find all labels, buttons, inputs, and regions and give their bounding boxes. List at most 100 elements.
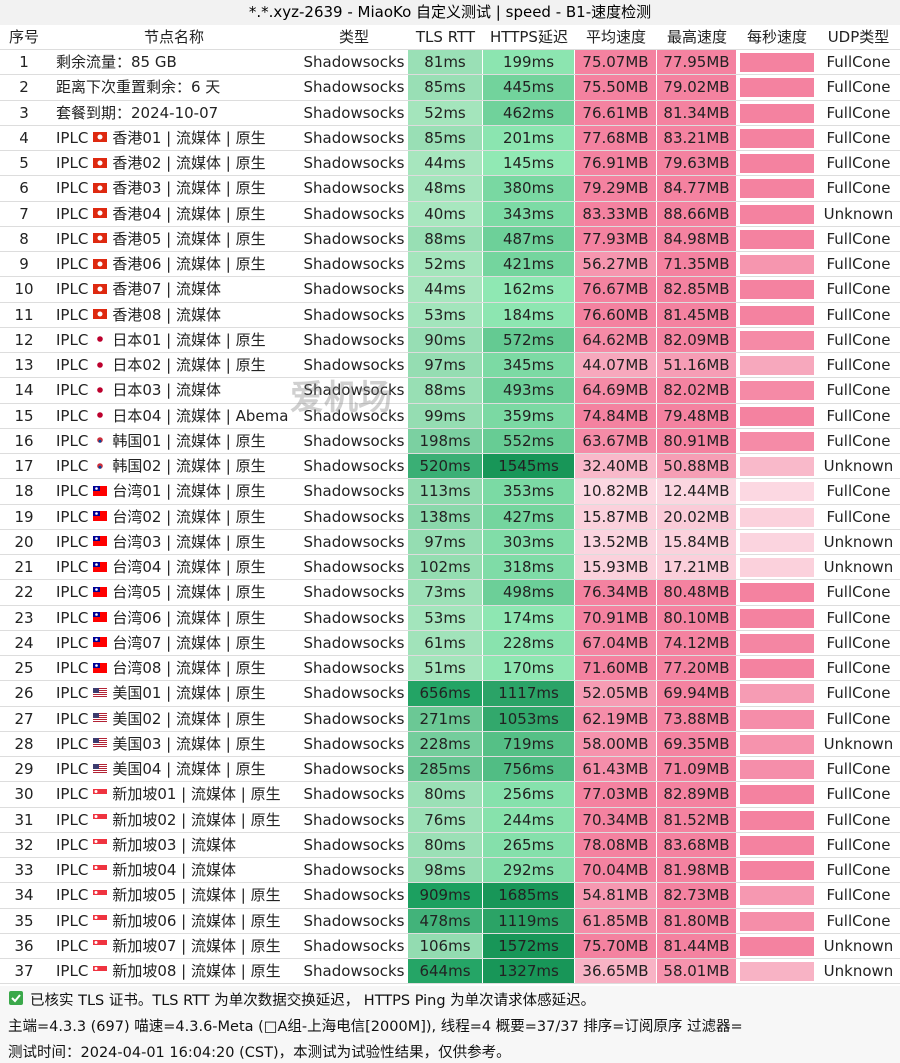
- node-prefix: IPLC: [56, 154, 89, 172]
- table-cell: Shadowsocks: [303, 936, 405, 955]
- footer-line: 主端=4.3.3 (697) 喵速=4.3.6-Meta (□A组-上海电信[2…: [8, 1019, 743, 1035]
- table-cell: Shadowsocks: [303, 356, 405, 374]
- table-cell: 76ms: [408, 807, 483, 832]
- table-cell: 81.44MB: [657, 933, 737, 958]
- column-header: TLS RTT: [415, 28, 476, 46]
- speed-sparkline: [740, 330, 814, 350]
- flag-part: [93, 915, 108, 920]
- column-header: HTTPS延迟: [490, 28, 568, 46]
- node-name-cell: 套餐到期：2024-10-07: [48, 101, 300, 125]
- flag-part: [97, 361, 104, 368]
- flag-part: [93, 763, 108, 765]
- flag-part: [93, 687, 100, 693]
- node-name: 新加坡03 | 流媒体: [112, 835, 236, 854]
- node-name-cell: 距离下次重置剩余：6 天: [48, 75, 300, 99]
- table-cell: 79.63MB: [657, 151, 737, 176]
- flag-part: [98, 440, 102, 443]
- table-cell: 318ms: [483, 555, 575, 580]
- flag-part: [97, 160, 103, 165]
- flag-part: [93, 889, 108, 895]
- table-cell: 69.94MB: [657, 681, 737, 706]
- node-name-cell: IPLC 台湾07 | 流媒体 | 原生: [48, 631, 300, 655]
- table-cell: 81.80MB: [657, 908, 737, 933]
- speed-sparkline: [740, 229, 814, 249]
- table-cell: FullCone: [826, 709, 891, 728]
- table-cell: 1053ms: [483, 706, 575, 731]
- table-cell: 8: [19, 229, 29, 248]
- table-cell: 1572ms: [483, 933, 575, 958]
- node-name: 香港02 | 流媒体 | 原生: [112, 154, 266, 172]
- table-row: 35 IPLC 新加坡06 | 流媒体 | 原生 Shadowsocks 478ms 11…: [0, 908, 900, 934]
- table-row: 19 IPLC 台湾02 | 流媒体 | 原生 Shadowsocks 138ms 427…: [0, 504, 900, 530]
- flag-part: [94, 941, 98, 945]
- speed-sparkline: [740, 78, 814, 98]
- table-cell: 74.12MB: [657, 630, 737, 655]
- flag-part: [93, 920, 108, 925]
- flag-part: [98, 465, 102, 469]
- node-name: 美国04 | 流媒体 | 原生: [112, 760, 266, 778]
- node-name: 剩余流量：85 GB: [56, 53, 177, 71]
- table-cell: 21: [14, 558, 34, 576]
- node-name-cell: IPLC 日本02 | 流媒体 | 原生: [48, 353, 300, 377]
- node-name-cell: IPLC 日本01 | 流媒体 | 原生: [48, 328, 300, 352]
- flag-part: [93, 793, 108, 799]
- table-cell: 78.08MB: [575, 832, 657, 857]
- speed-sparkline: [740, 734, 814, 754]
- node-name-cell: IPLC 新加坡06 | 流媒体 | 原生: [48, 909, 300, 933]
- node-name-cell: IPLC 台湾01 | 流媒体 | 原生: [48, 479, 300, 503]
- table-cell: 10: [14, 280, 34, 299]
- node-name-cell: IPLC 台湾03 | 流媒体 | 原生: [48, 530, 300, 554]
- speed-sparkline: [740, 179, 814, 199]
- node-prefix: IPLC: [56, 457, 89, 475]
- table-cell: 63.67MB: [575, 428, 657, 453]
- speed-sparkline: [740, 103, 814, 123]
- table-cell: 199ms: [483, 50, 575, 75]
- node-prefix: IPLC: [56, 785, 89, 804]
- table-cell: Shadowsocks: [303, 103, 405, 122]
- table-cell: FullCone: [826, 810, 891, 829]
- node-prefix: IPLC: [56, 381, 89, 400]
- flag-part: [93, 713, 108, 714]
- table-cell: 85ms: [408, 75, 483, 100]
- flag-part: [97, 386, 104, 393]
- node-prefix: IPLC: [56, 684, 89, 703]
- table-cell: FullCone: [826, 53, 891, 71]
- table-cell: 4: [19, 128, 29, 147]
- node-prefix: IPLC: [56, 280, 89, 299]
- table-cell: 421ms: [483, 252, 575, 277]
- table-row: 30 IPLC 新加坡01 | 流媒体 | 原生 Shadowsocks 80ms 256…: [0, 782, 900, 808]
- table-cell: 719ms: [483, 731, 575, 756]
- node-prefix: IPLC: [56, 886, 89, 905]
- speed-sparkline: [740, 128, 814, 148]
- table-cell: 33: [14, 861, 34, 879]
- table-cell: 20.02MB: [657, 504, 737, 529]
- node-prefix: IPLC: [56, 962, 89, 980]
- flag-part: [93, 763, 100, 769]
- node-prefix: IPLC: [56, 229, 89, 248]
- speed-sparkline: [740, 709, 814, 729]
- table-row: 21 IPLC 台湾04 | 流媒体 | 原生 Shadowsocks 102ms 318…: [0, 555, 900, 581]
- table-cell: 44.07MB: [575, 353, 657, 378]
- flag-icon: [93, 788, 108, 799]
- table-cell: 37: [14, 962, 34, 980]
- table-cell: Shadowsocks: [303, 810, 405, 829]
- table-cell: 359ms: [483, 403, 575, 428]
- speed-sparkline: [740, 861, 814, 880]
- table-row: 10 IPLC 香港07 | 流媒体 Shadowsocks 44ms 162ms 76.6…: [0, 277, 900, 303]
- table-cell: 1: [19, 53, 29, 71]
- table-cell: Shadowsocks: [303, 633, 405, 652]
- table-cell: 76.34MB: [575, 580, 657, 605]
- flag-icon: [93, 864, 108, 875]
- table-cell: Shadowsocks: [303, 583, 405, 602]
- table-cell: 427ms: [483, 504, 575, 529]
- table-cell: FullCone: [826, 608, 891, 627]
- table-cell: 75.70MB: [575, 933, 657, 958]
- flag-icon: [93, 536, 108, 547]
- table-cell: Shadowsocks: [303, 255, 405, 273]
- table-cell: 80.48MB: [657, 580, 737, 605]
- table-row: 16 IPLC 韩国01 | 流媒体 | 原生 Shadowsocks 198ms 552…: [0, 428, 900, 454]
- flag-icon: [93, 485, 108, 496]
- table-cell: 52.05MB: [575, 681, 657, 706]
- column-header: 序号: [8, 28, 39, 46]
- flag-part: [94, 966, 98, 970]
